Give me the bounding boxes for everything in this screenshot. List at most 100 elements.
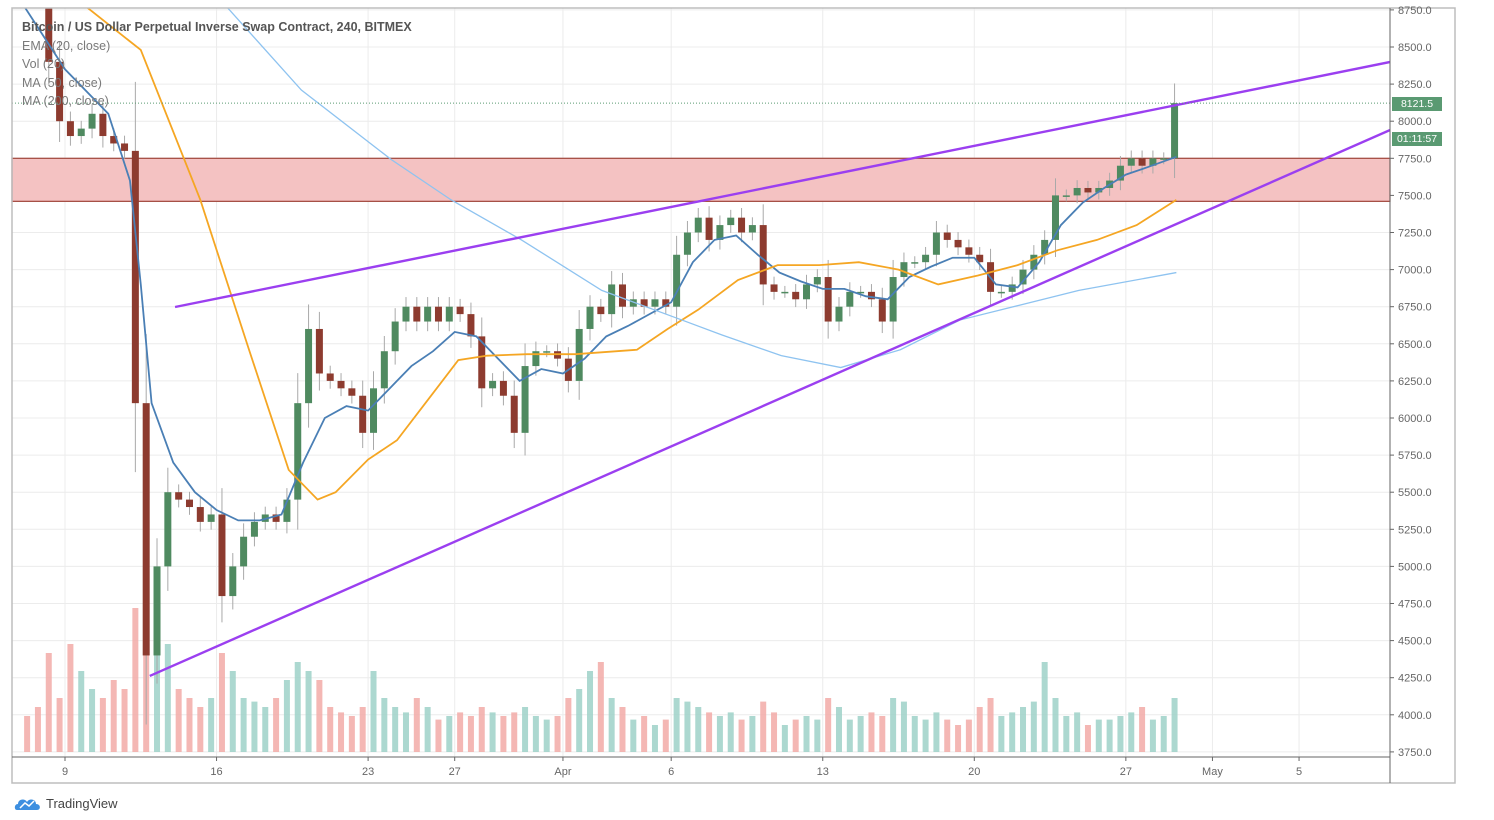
plot-area xyxy=(24,8,1390,752)
price-tick-label: 7250.0 xyxy=(1398,228,1432,240)
volume-bar xyxy=(619,707,626,752)
candle-body xyxy=(272,514,280,522)
legend-ema20[interactable]: EMA (20, close) xyxy=(22,38,111,53)
volume-bar xyxy=(381,698,388,752)
volume-bar xyxy=(900,701,907,752)
volume-bar xyxy=(402,712,409,752)
volume-bar xyxy=(110,680,117,752)
volume-bar xyxy=(522,707,529,752)
volume-bar xyxy=(348,716,355,752)
candle-body xyxy=(218,514,226,597)
volume-bar xyxy=(576,689,583,752)
candle-body xyxy=(640,299,648,307)
volume-bar xyxy=(218,653,225,752)
candle-body xyxy=(1073,187,1081,196)
volume-bar xyxy=(695,707,702,752)
candle-body xyxy=(911,262,919,264)
candle-body xyxy=(846,291,854,307)
volume-bar xyxy=(532,716,539,752)
tradingview-cloud-icon xyxy=(14,799,40,810)
volume-bar xyxy=(99,698,106,752)
price-tick-label: 5500.0 xyxy=(1398,487,1432,499)
candle-body xyxy=(705,217,713,240)
candle-body xyxy=(489,380,497,389)
volume-bar xyxy=(294,662,301,752)
time-tick-label: 27 xyxy=(1120,766,1132,778)
candle-body xyxy=(629,299,637,307)
volume-bar xyxy=(890,698,897,752)
volume-bar xyxy=(1171,698,1178,752)
candle-body xyxy=(142,403,150,656)
price-tick-label: 7750.0 xyxy=(1398,153,1432,165)
volume-bar xyxy=(760,701,767,752)
volume-bar xyxy=(738,719,745,752)
candle-body xyxy=(1116,165,1124,181)
volume-bar xyxy=(543,719,550,752)
time-tick-label: 6 xyxy=(668,766,674,778)
candle-body xyxy=(1019,269,1027,285)
volume-bar xyxy=(305,671,312,752)
volume-bar xyxy=(1063,716,1070,752)
volume-bar xyxy=(1160,716,1167,752)
candle-body xyxy=(683,232,691,255)
volume-bar xyxy=(608,698,615,752)
volume-bar xyxy=(565,698,572,752)
candle-body xyxy=(445,306,453,322)
candle-body xyxy=(66,121,74,137)
volume-bar xyxy=(1106,719,1113,752)
candle-body xyxy=(1062,195,1070,197)
price-tick-label: 7000.0 xyxy=(1398,265,1432,277)
candle-body xyxy=(305,328,313,404)
candle-body xyxy=(727,217,735,226)
volume-bar xyxy=(868,712,875,752)
price-tick-label: 7500.0 xyxy=(1398,190,1432,202)
volume-bar xyxy=(56,698,63,752)
volume-bar xyxy=(175,689,182,752)
candle-body xyxy=(759,225,767,285)
tradingview-logo[interactable]: TradingView xyxy=(14,795,118,811)
candle-body xyxy=(997,291,1005,294)
volume-bar xyxy=(24,716,31,752)
candle-body xyxy=(1171,103,1179,159)
candle-body xyxy=(521,366,529,433)
candle-body xyxy=(110,136,118,144)
candle-body xyxy=(932,232,940,255)
price-tick-label: 8750.0 xyxy=(1398,5,1432,17)
price-tick-label: 5000.0 xyxy=(1398,561,1432,573)
volume-bar xyxy=(1041,662,1048,752)
time-tick-label: 27 xyxy=(449,766,461,778)
legend-volume[interactable]: Vol (20) xyxy=(22,57,66,71)
candle-body xyxy=(943,232,951,240)
volume-bar xyxy=(944,719,951,752)
candle-body xyxy=(478,336,486,389)
legend-ma50[interactable]: MA (50, close) xyxy=(22,75,102,90)
candle-body xyxy=(229,566,237,597)
candle-body xyxy=(608,284,616,315)
volume-bar xyxy=(814,719,821,752)
volume-bar xyxy=(392,707,399,752)
price-tick-label: 5250.0 xyxy=(1398,524,1432,536)
candle-body xyxy=(121,143,129,151)
lower-trendline xyxy=(149,128,1390,678)
candle-body xyxy=(370,388,378,433)
volume-bar xyxy=(781,725,788,752)
volume-bar xyxy=(1030,701,1037,752)
upper-trendline xyxy=(174,60,1390,309)
resistance-zone[interactable] xyxy=(11,157,1391,202)
time-tick-label: 23 xyxy=(362,766,374,778)
legend-ma200[interactable]: MA (200, close) xyxy=(22,94,109,108)
volume-bar xyxy=(208,698,215,752)
volume-bar xyxy=(229,671,236,752)
candle-body xyxy=(434,306,442,322)
volume-bar xyxy=(132,608,139,752)
time-tick-label: 13 xyxy=(817,766,829,778)
price-tick-label: 6750.0 xyxy=(1398,302,1432,314)
candle-body xyxy=(878,299,886,322)
candle-body xyxy=(900,262,908,278)
candle-body xyxy=(1030,254,1038,270)
volume-bar xyxy=(597,662,604,752)
price-tick-label: 5750.0 xyxy=(1398,450,1432,462)
candle-body xyxy=(618,284,626,307)
